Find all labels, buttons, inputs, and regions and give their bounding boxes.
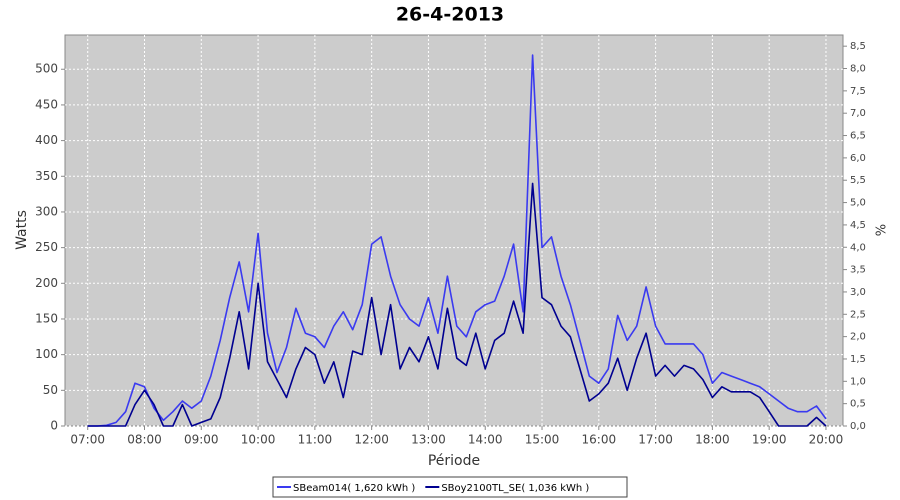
x-tick-label: 17:00 [638, 433, 673, 447]
y-tick-label: 50 [43, 383, 58, 397]
x-tick-label: 08:00 [127, 433, 162, 447]
y2-tick-label: 8,0 [850, 64, 866, 75]
y2-tick-label: 6,5 [850, 131, 866, 142]
y-tick-label: 450 [35, 97, 58, 111]
y2-tick-label: 0,0 [850, 421, 866, 432]
y-tick-label: 350 [35, 169, 58, 183]
y2-tick-label: 3,0 [850, 287, 866, 298]
x-tick-label: 09:00 [184, 433, 219, 447]
y-axis-label: Watts [14, 210, 30, 250]
x-tick-label: 12:00 [354, 433, 389, 447]
y-tick-label: 250 [35, 240, 58, 254]
x-tick-label: 16:00 [582, 433, 617, 447]
y2-tick-label: 7,0 [850, 108, 866, 119]
y2-tick-label: 2,0 [850, 332, 866, 343]
x-tick-label: 10:00 [241, 433, 276, 447]
x-tick-label: 15:00 [525, 433, 560, 447]
y2-tick-label: 7,5 [850, 86, 866, 97]
y2-tick-label: 6,0 [850, 153, 866, 164]
y2-tick-label: 5,5 [850, 175, 866, 186]
y-tick-label: 150 [35, 311, 58, 325]
series-line [87, 54, 827, 427]
y2-tick-label: 8,5 [850, 41, 866, 52]
chart-title: 26-4-2013 [396, 4, 504, 26]
y2-tick-label: 1,0 [850, 376, 866, 387]
y2-tick-label: 4,0 [850, 242, 866, 253]
series-line [87, 182, 827, 427]
y-tick-label: 300 [35, 204, 58, 218]
y-tick-label: 400 [35, 133, 58, 147]
legend [272, 476, 628, 498]
x-tick-label: 19:00 [752, 433, 787, 447]
y-tick-label: 100 [35, 347, 58, 361]
y2-tick-label: 0,5 [850, 399, 866, 410]
y-tick-label: 500 [35, 62, 58, 76]
x-tick-label: 20:00 [809, 433, 844, 447]
x-tick-label: 11:00 [298, 433, 333, 447]
x-tick-label: 18:00 [695, 433, 730, 447]
y-tick-label: 0 [50, 419, 58, 433]
x-axis-label: Période [428, 453, 480, 469]
y2-tick-label: 4,5 [850, 220, 866, 231]
legend-label: SBoy2100TL_SE( 1,036 kWh ) [441, 483, 589, 494]
x-tick-label: 07:00 [70, 433, 105, 447]
y-tick-label: 200 [35, 276, 58, 290]
y2-tick-label: 3,5 [850, 265, 866, 276]
y2-tick-label: 5,0 [850, 198, 866, 209]
plot-area [64, 34, 844, 427]
x-tick-label: 13:00 [411, 433, 446, 447]
y2-tick-label: 1,5 [850, 354, 866, 365]
x-tick-label: 14:00 [468, 433, 503, 447]
y2-axis-label: % [875, 224, 890, 236]
y2-tick-label: 2,5 [850, 309, 866, 320]
legend-label: SBeam014( 1,620 kWh ) [293, 483, 415, 494]
